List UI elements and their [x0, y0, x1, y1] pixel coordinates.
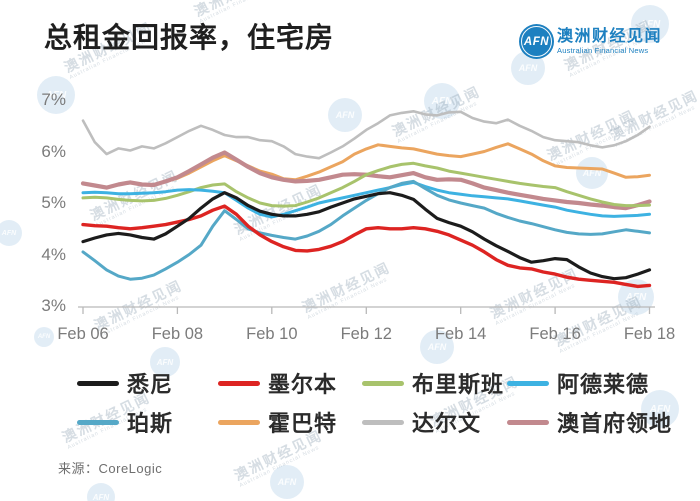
series-line-melbourne [81, 204, 652, 289]
series-line-brisbane [81, 161, 651, 208]
legend-item-melbourne: 墨尔本 [218, 370, 338, 397]
legend-swatch-brisbane [362, 380, 404, 386]
logo-ring [521, 26, 552, 57]
legend-swatch-act [507, 419, 549, 425]
legend-item-darwin: 达尔文 [362, 409, 482, 436]
legend-label-adelaide: 阿德莱德 [557, 372, 650, 397]
x-tick-label: Feb 16 [529, 325, 581, 343]
series-line-perth [81, 179, 651, 281]
legend-label-sydney: 悉尼 [127, 372, 174, 397]
legend-label-hobart: 霍巴特 [268, 411, 338, 436]
x-tick-label: Feb 14 [434, 325, 487, 343]
legend-label-darwin: 达尔文 [412, 411, 482, 436]
x-tick-label: Feb 08 [151, 325, 204, 343]
series-line-adelaide [81, 180, 651, 219]
legend-label-brisbane: 布里斯班 [412, 372, 505, 397]
logo-text: 澳洲财经见闻 Australian Financial News [557, 28, 662, 55]
legend-item-adelaide: 阿德莱德 [507, 370, 650, 397]
legend-swatch-melbourne [218, 380, 260, 386]
y-tick-label: 3% [41, 296, 66, 315]
x-tick-label: Feb 12 [340, 325, 392, 343]
legend-swatch-hobart [218, 419, 260, 425]
legend-swatch-sydney [77, 380, 119, 386]
legend-label-melbourne: 墨尔本 [268, 372, 338, 397]
series-line-darwin [81, 110, 651, 160]
legend-item-perth: 珀斯 [77, 409, 174, 436]
afn-logo-icon: AFN [519, 24, 554, 59]
legend-item-act: 澳首府领地 [507, 409, 673, 436]
y-tick-label: 4% [41, 244, 66, 264]
x-tick-label: Feb 06 [57, 325, 109, 343]
legend-item-brisbane: 布里斯班 [362, 370, 505, 397]
logo-name-zh: 澳洲财经见闻 [557, 28, 663, 46]
page-title: 总租金回报率，住宅房 [44, 22, 335, 53]
legend-item-hobart: 霍巴特 [218, 409, 338, 436]
y-tick-label: 7% [41, 90, 66, 109]
x-tick-label: Feb 10 [246, 325, 298, 343]
x-axis [78, 306, 655, 314]
y-tick-label: 6% [41, 141, 66, 161]
legend-item-sydney: 悉尼 [77, 370, 174, 397]
source-note: 来源：CoreLogic [58, 461, 163, 476]
legend-swatch-darwin [362, 419, 404, 425]
legend-swatch-adelaide [507, 380, 549, 386]
legend-label-perth: 珀斯 [127, 411, 174, 436]
x-tick-label: Feb 18 [623, 325, 676, 343]
afn-logo: AFN 澳洲财经见闻 Australian Financial News [519, 24, 662, 59]
legend-label-act: 澳首府领地 [557, 411, 673, 436]
legend-swatch-perth [77, 419, 119, 425]
y-tick-label: 5% [41, 193, 66, 212]
logo-name-en: Australian Financial News [557, 45, 649, 55]
series-line-sydney [81, 191, 652, 281]
